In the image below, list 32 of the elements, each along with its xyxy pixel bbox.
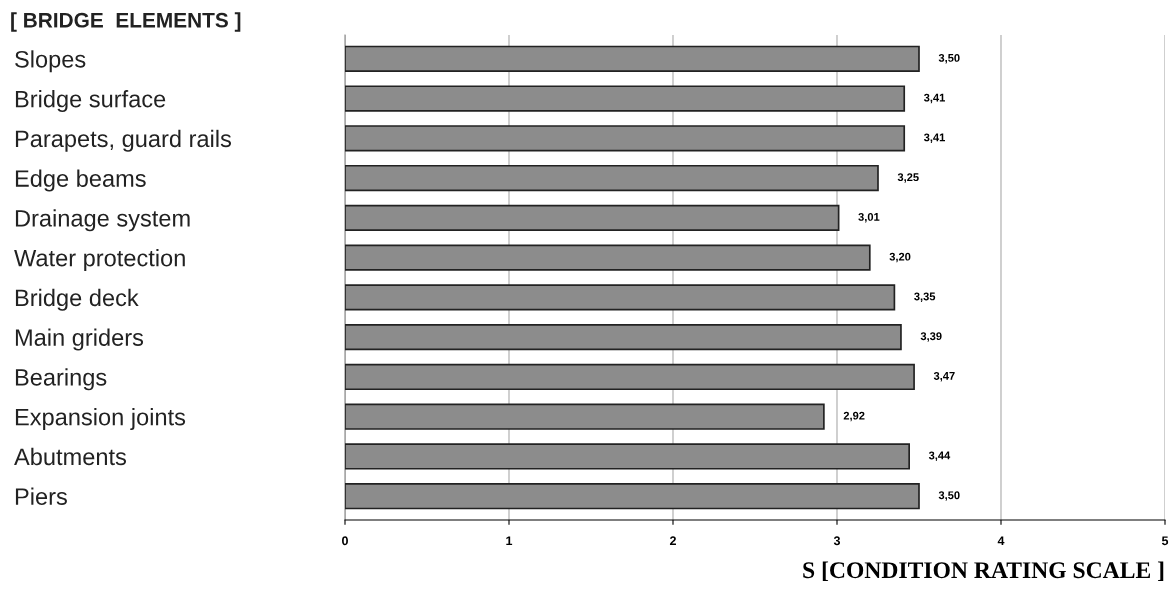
data-label: 3,01 [858, 212, 880, 223]
data-label: 3,47 [933, 372, 955, 382]
y-tick-label: Bearings [15, 368, 107, 391]
y-tick-label: Water protection [14, 249, 185, 272]
data-label: 3,20 [889, 252, 911, 263]
y-tick-label: Drainage system [15, 209, 190, 232]
data-label: 3,39 [920, 332, 942, 342]
data-label: 3,41 [923, 93, 945, 104]
x-axis-title: S [CONDITION RATING SCALE ] [803, 561, 1164, 582]
data-label: 3,41 [923, 133, 945, 143]
data-label: 3,44 [928, 451, 951, 461]
data-label: 2,92 [843, 411, 865, 422]
y-tick-label: Bridge surface [15, 90, 166, 113]
y-tick-label: Piers [15, 487, 67, 505]
text: [ BRIDGE ELEMENTS ] [11, 12, 241, 32]
x-tick-label: 3 [833, 536, 841, 546]
y-tick-label: Abutments [14, 447, 127, 466]
y-tick-label: Bridge deck [15, 288, 139, 311]
x-tick-label: 2 [669, 536, 676, 546]
y-tick-label: Expansion joints [15, 408, 186, 431]
y-tick-label: Slopes [15, 50, 86, 73]
data-label: 3,25 [897, 173, 919, 183]
x-tick-label: 4 [997, 536, 1005, 546]
data-label: 3,50 [938, 491, 960, 501]
x-tick-label: 5 [1161, 536, 1169, 546]
x-tick-label: 0 [342, 536, 348, 546]
y-tick-label: Parapets, guard rails [15, 129, 232, 152]
x-tick-label: 1 [506, 536, 513, 546]
data-label: 3,50 [938, 53, 960, 64]
y-tick-label: Edge beams [15, 169, 146, 192]
y-tick-label: Main griders [15, 328, 144, 351]
data-label: 3,35 [914, 292, 936, 302]
